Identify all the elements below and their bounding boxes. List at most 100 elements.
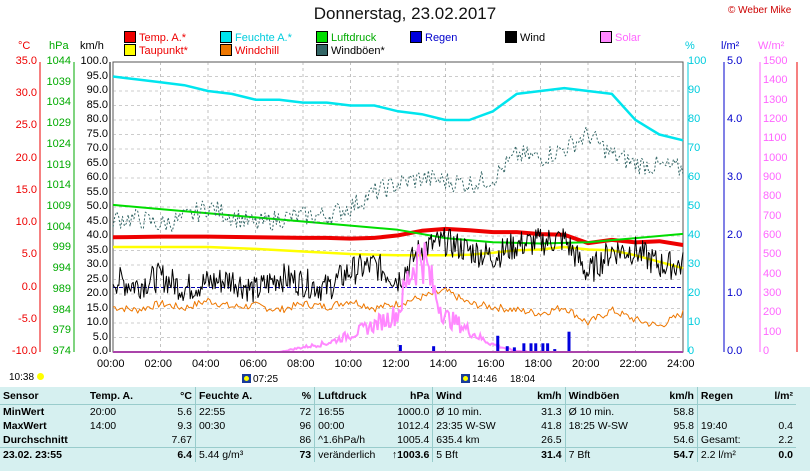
humidity-tick: 70 xyxy=(688,142,701,154)
summary-cell: 0.4 xyxy=(778,420,793,432)
wind-tick: 45.0 xyxy=(86,214,108,227)
solar-tick: 1100 xyxy=(763,132,787,145)
summary-cell: 96 xyxy=(299,420,312,432)
credit-label: © Weber Mike xyxy=(728,5,792,16)
pressure-tick: 1024 xyxy=(46,137,71,150)
humidity-tick: 20 xyxy=(688,287,701,299)
pressure-tick: 999 xyxy=(52,241,71,254)
temp-tick: 5.0 xyxy=(21,248,37,261)
current-time: 10:38 xyxy=(9,372,35,383)
header-rain-unit: l/m² xyxy=(759,387,796,405)
sunrise-icon xyxy=(242,374,251,383)
humidity-tick: 30 xyxy=(688,258,701,270)
rain-bar xyxy=(541,343,545,352)
rain-bar xyxy=(567,331,571,352)
noon-marker: 14:46 xyxy=(461,374,497,385)
humidity-tick: 10 xyxy=(688,316,701,328)
solar-tick: 800 xyxy=(763,190,782,203)
summary-cell xyxy=(87,433,149,448)
summary-cell: 18:25 W-SW xyxy=(564,419,651,433)
time-tick: 10:00 xyxy=(334,358,363,370)
sun-icon xyxy=(36,373,44,380)
wind-tick: 65.0 xyxy=(86,156,108,169)
summary-cell: 6.4 xyxy=(148,447,196,462)
wind-tick: 80.0 xyxy=(86,113,108,125)
rain-tick: 4.0 xyxy=(727,113,743,125)
legend-swatch xyxy=(505,31,517,43)
time-tick: 04:00 xyxy=(192,358,220,370)
header-wind: Wind xyxy=(432,387,519,405)
rain-bar xyxy=(534,343,538,352)
summary-cell: Gesamt: xyxy=(696,433,760,448)
header-wind-unit: km/h xyxy=(518,387,566,405)
solar-tick: 900 xyxy=(763,171,782,183)
legend-swatch xyxy=(124,31,136,43)
solar-tick: 1500 xyxy=(763,55,788,67)
legend-dewpoint: Taupunkt* xyxy=(124,44,188,57)
time-tick: 00:00 xyxy=(97,358,125,370)
wind-tick: 25.0 xyxy=(86,272,108,285)
rain-bar xyxy=(512,347,516,352)
header-gusts-unit: km/h xyxy=(650,387,698,405)
page-title: Donnerstag, 23.02.2017 xyxy=(313,4,497,23)
summary-table: Sensor Temp. A. °C Feuchte A. % Luftdruc… xyxy=(0,387,796,462)
legend-swatch xyxy=(600,31,612,43)
temp-tick: 15.0 xyxy=(15,183,37,196)
time-tick: 18:00 xyxy=(524,358,553,370)
summary-cell: 72 xyxy=(299,406,312,418)
summary-cell: 20:00 xyxy=(89,406,117,418)
time-tick: 02:00 xyxy=(144,358,173,370)
legend-swatch xyxy=(410,31,422,43)
series-line-windben xyxy=(112,126,684,232)
summary-cell: 54.7 xyxy=(650,447,698,462)
rain-bar xyxy=(529,343,533,352)
wind-tick: 0.0 xyxy=(92,345,108,357)
wind-tick: 35.0 xyxy=(86,243,108,256)
solar-tick: 1200 xyxy=(763,113,788,125)
wind-tick: 85.0 xyxy=(86,98,108,111)
sunrise-marker: 07:25 xyxy=(242,374,278,385)
legend-label: Windchill xyxy=(235,45,280,57)
temp-tick: -5.0 xyxy=(18,312,37,325)
rain-tick: 0.0 xyxy=(727,345,743,357)
summary-cell: 2.2 l/m² xyxy=(696,447,760,462)
rain-bar xyxy=(553,349,557,352)
header-temp: Temp. A. xyxy=(86,387,149,405)
summary-cell: 86 xyxy=(299,434,312,446)
summary-cell: 22:55 xyxy=(194,404,263,419)
legend-swatch xyxy=(220,31,232,43)
humidity-tick: 60 xyxy=(688,171,701,183)
time-tick: 16:00 xyxy=(477,358,505,370)
summary-cell: Ø 10 min. xyxy=(432,404,519,419)
solar-tick: 0 xyxy=(763,345,770,357)
legend-label: Taupunkt* xyxy=(139,45,188,57)
series-line-solar xyxy=(279,242,528,353)
legend-wind: Wind xyxy=(505,31,545,44)
solar-tick: 700 xyxy=(763,209,782,222)
wind-tick: 30.0 xyxy=(86,258,108,270)
summary-cell: 7.67 xyxy=(171,434,192,446)
summary-cell xyxy=(760,405,796,420)
summary-cell: 9.3 xyxy=(177,420,192,432)
time-tick: 08:00 xyxy=(287,358,315,370)
time-tick: 22:00 xyxy=(619,358,648,370)
summary-panel: Sensor Temp. A. °C Feuchte A. % Luftdruc… xyxy=(0,387,810,471)
wind-tick: 95.0 xyxy=(86,69,108,82)
legend-solar: Solar xyxy=(600,31,641,44)
time-tick: 06:00 xyxy=(239,358,268,370)
rain-tick: 1.0 xyxy=(727,287,743,299)
legend-label: Windböen* xyxy=(331,45,385,57)
humidity-axis-unit: % xyxy=(685,40,695,52)
summary-cell xyxy=(194,433,263,448)
solar-axis-unit: W/m² xyxy=(758,40,785,52)
wind-tick: 40.0 xyxy=(86,229,108,241)
legend-swatch xyxy=(316,44,328,56)
temp-tick: 20.0 xyxy=(15,151,37,164)
humidity-tick: 100 xyxy=(688,55,707,67)
legend-humidity: Feuchte A.* xyxy=(220,31,292,44)
summary-row: Durchschnitt 7.67 86 ^1.6hPa/h 1005.4 635.4 k… xyxy=(0,433,796,448)
legend-label: Wind xyxy=(520,32,546,44)
summary-cell: 23:35 W-SW xyxy=(432,419,519,433)
solar-tick: 200 xyxy=(763,306,782,319)
pressure-tick: 1004 xyxy=(46,220,71,233)
